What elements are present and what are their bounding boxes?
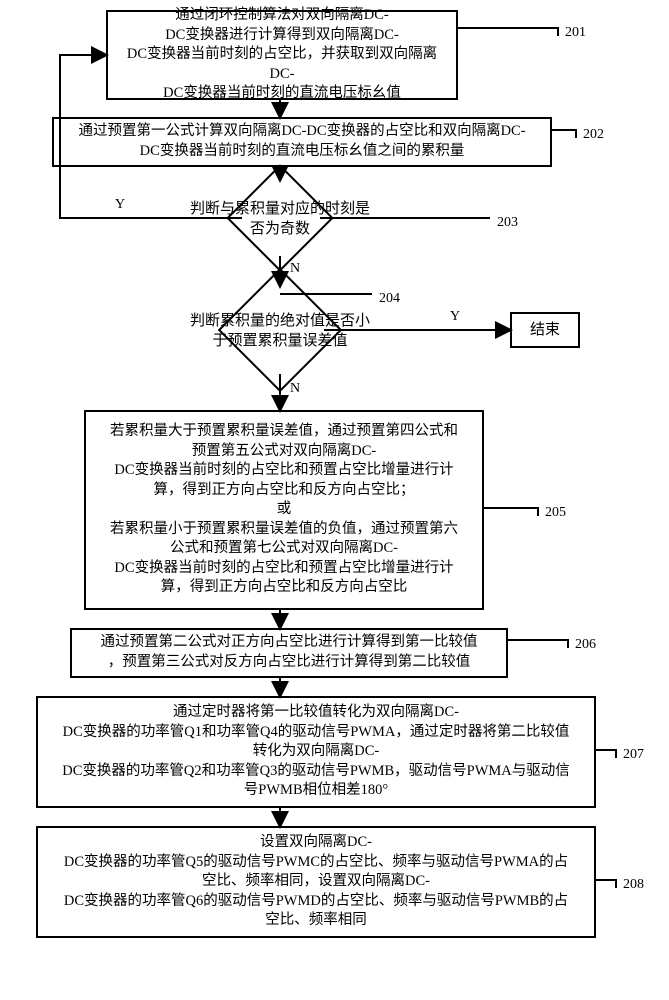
ref-208: 208 [623,878,644,892]
branch-y-204: Y [450,310,460,324]
ref-206: 206 [575,638,596,652]
step-201: 通过闭环控制算法对双向隔离DC-DC变换器进行计算得到双向隔离DC-DC变换器当… [106,10,458,100]
ref-204: 204 [379,292,400,306]
ref-203: 203 [497,216,518,230]
step-202: 通过预置第一公式计算双向隔离DC-DC变换器的占空比和双向隔离DC-DC变换器当… [52,117,552,167]
ref-202: 202 [583,128,604,142]
end-box: 结束 [510,312,580,348]
decision-204-text: 判断累积量的绝对值是否小于预置累积量误差值 [150,312,410,351]
branch-n-204: N [290,382,300,396]
step-207: 通过定时器将第一比较值转化为双向隔离DC-DC变换器的功率管Q1和功率管Q4的驱… [36,696,596,808]
flowchart-canvas: { "type": "flowchart", "background_color… [0,0,669,1000]
decision-203-text: 判断与累积量对应的时刻是否为奇数 [150,200,410,239]
branch-n-203: N [290,262,300,276]
ref-207: 207 [623,748,644,762]
ref-201: 201 [565,26,586,40]
ref-205: 205 [545,506,566,520]
branch-y-203: Y [115,198,125,212]
step-208: 设置双向隔离DC-DC变换器的功率管Q5的驱动信号PWMC的占空比、频率与驱动信… [36,826,596,938]
step-205: 若累积量大于预置累积量误差值，通过预置第四公式和预置第五公式对双向隔离DC-DC… [84,410,484,610]
step-206: 通过预置第二公式对正方向占空比进行计算得到第一比较值，预置第三公式对反方向占空比… [70,628,508,678]
